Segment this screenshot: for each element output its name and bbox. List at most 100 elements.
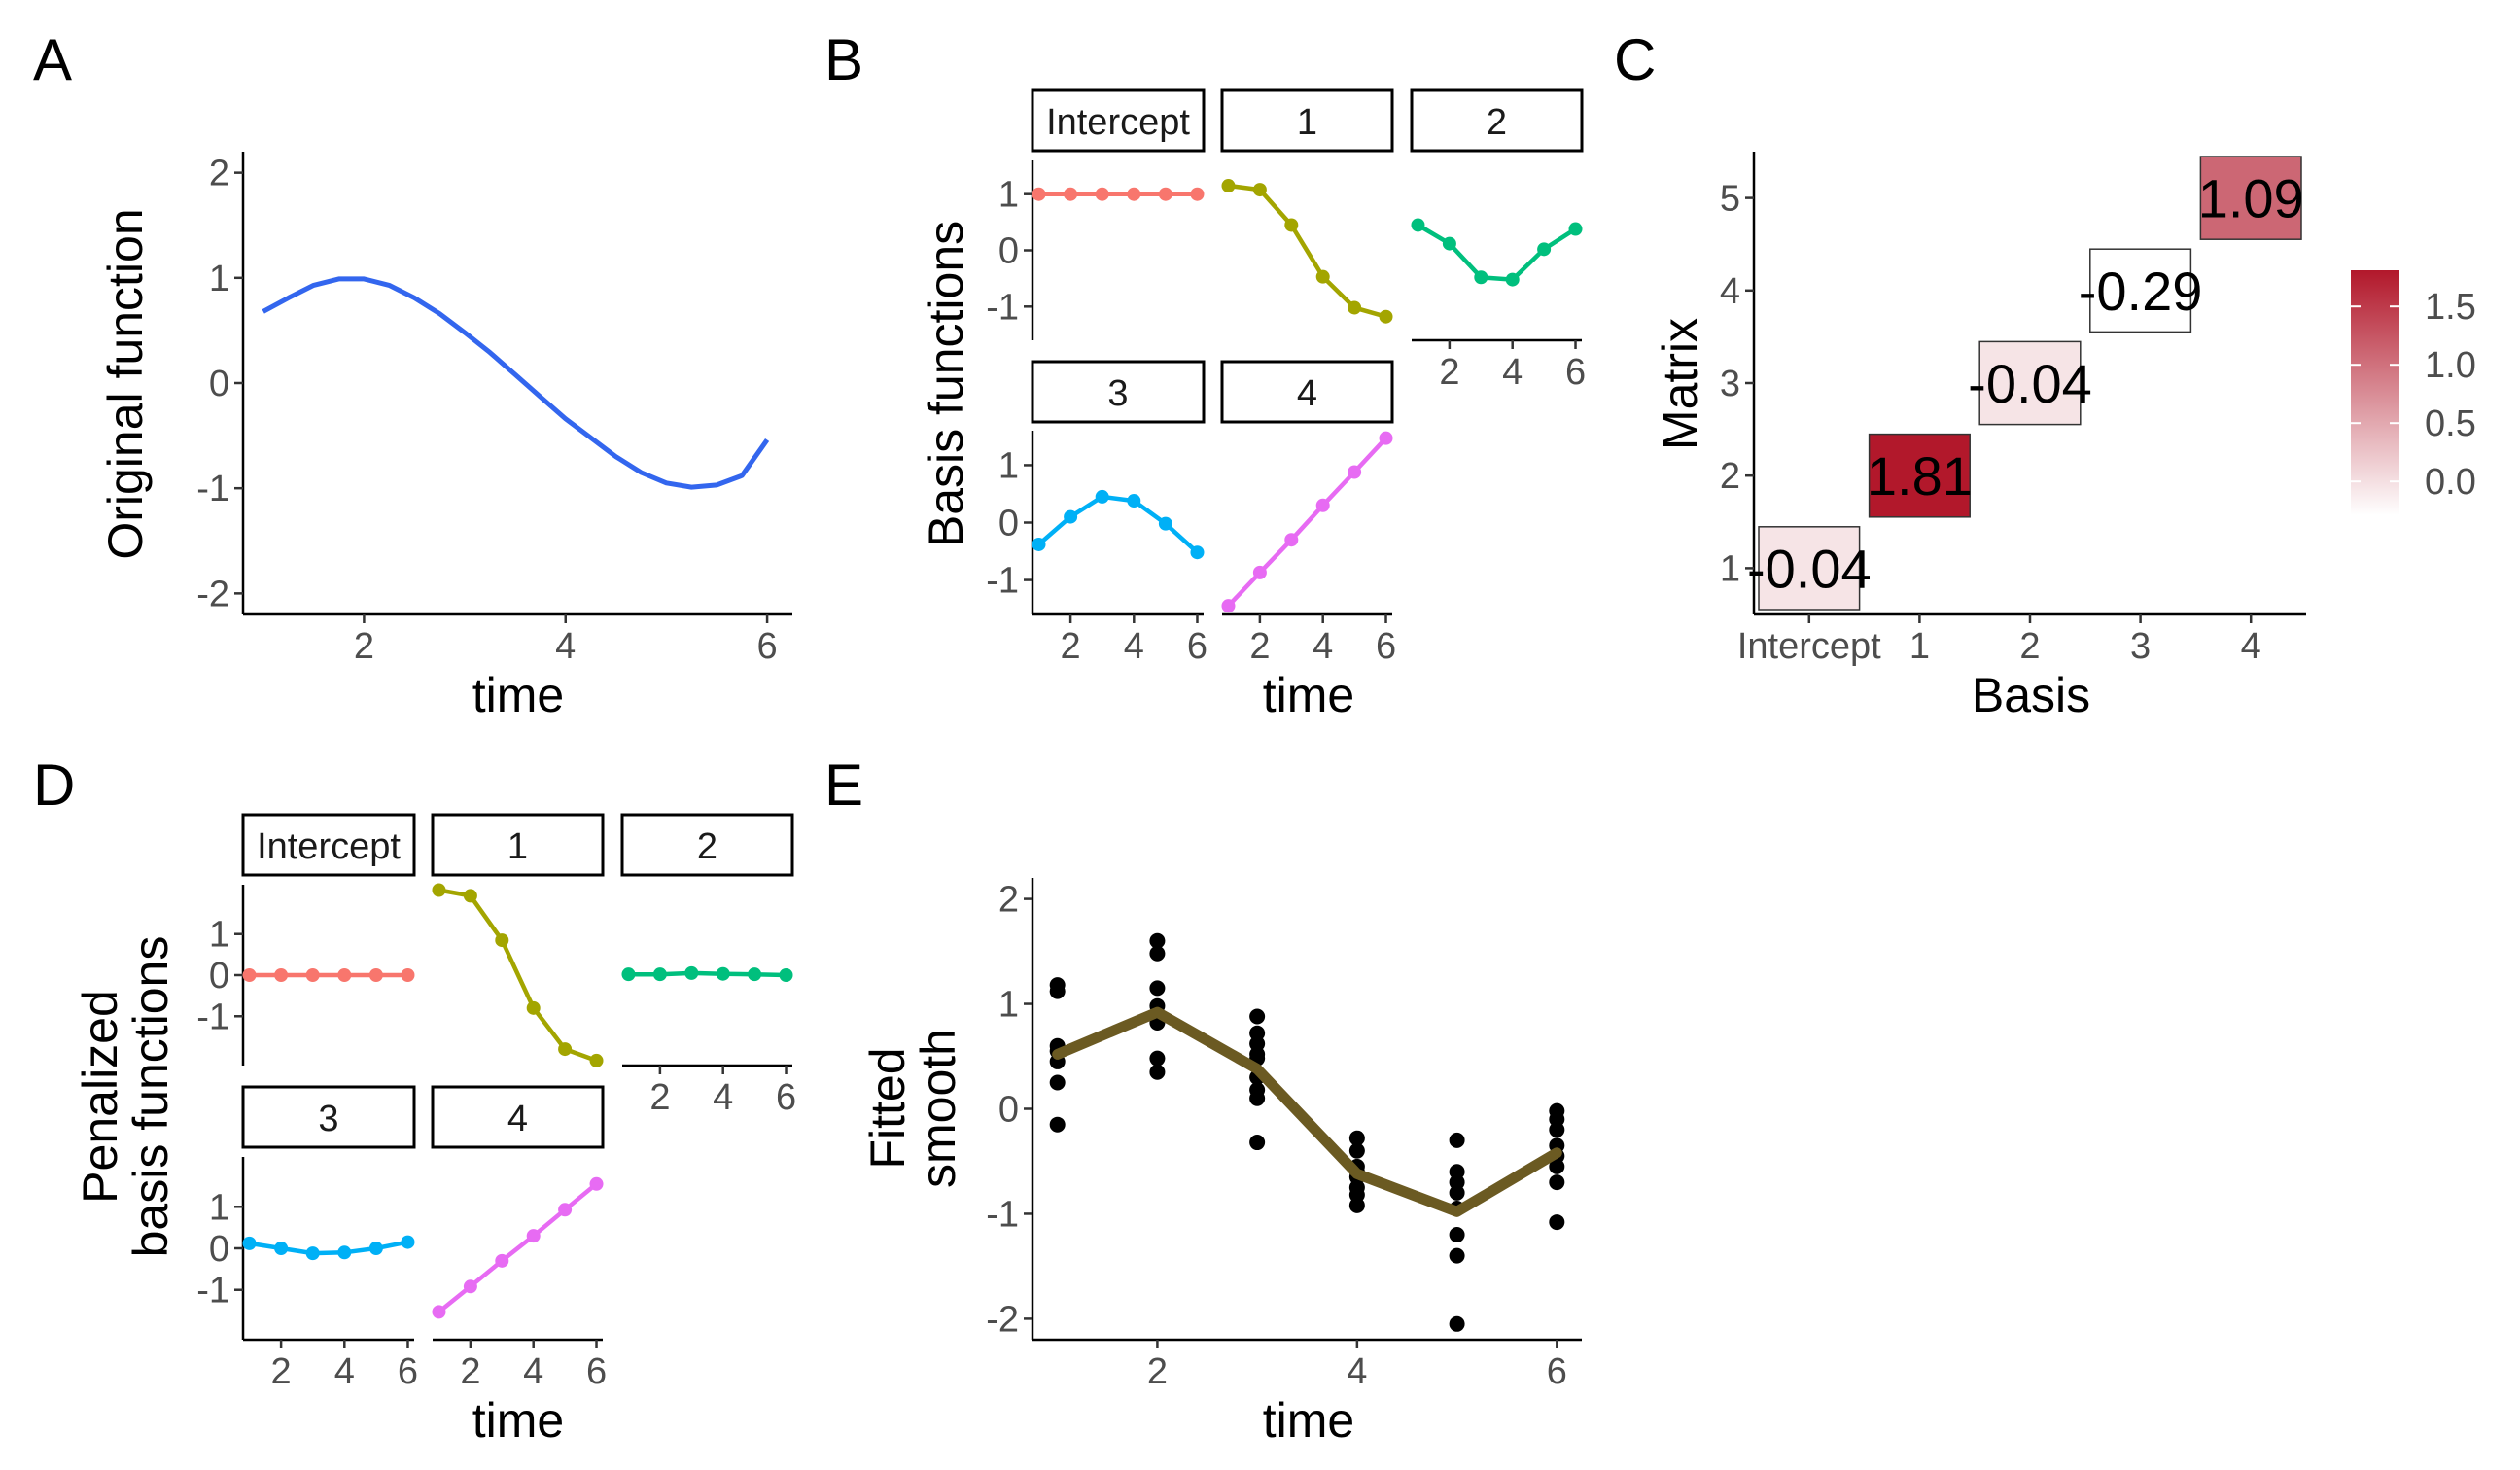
panel-e-y-tick-label: 2 (998, 880, 1019, 921)
panel-e-data-point (1449, 1315, 1465, 1332)
panel-e-data-point (1149, 932, 1166, 949)
panel-b-facet-2-x-tick-label: 2 (1439, 352, 1459, 393)
panel-e-xlabel: time (1263, 1393, 1354, 1448)
panel-d-facet-point (432, 883, 446, 897)
panel-e-fitted-smooth: -2 -1 0 1 2 2 4 6 (986, 878, 1582, 1392)
panel-e-data-point (1149, 945, 1166, 962)
panel-d-facet-point (526, 1229, 541, 1243)
panel-c-cell-label: 1.81 (1867, 445, 1973, 507)
panel-c-y-tick-label: 3 (1720, 364, 1740, 404)
panel-b-facet-point (1537, 242, 1552, 257)
panel-b-facet-point (1158, 187, 1172, 201)
panel-d-facet-4-x-tick-label: 4 (523, 1351, 543, 1392)
panel-b-facet-point (1095, 187, 1109, 201)
panel-c-x-tick-label: 4 (2241, 626, 2261, 667)
panel-d-facet-point (652, 967, 667, 982)
panel-b-facet-point (1127, 187, 1141, 201)
panel-a-xlabel: time (472, 668, 564, 722)
panel-b-facet-3-y-tick-label: -1 (986, 561, 1019, 602)
panel-d-strip-label: Intercept (257, 826, 401, 867)
panel-c-x-tick-label: 2 (2019, 626, 2040, 667)
panel-e-data-point (1049, 1116, 1066, 1133)
panel-b-facet-point (1064, 509, 1078, 524)
panel-d-facet-point (748, 967, 762, 982)
panel-c-cell-label: -0.04 (1747, 538, 1872, 599)
panel-d-facet-point (558, 1042, 573, 1057)
panel-c-y-tick-label: 4 (1720, 271, 1740, 312)
panel-d-facet-point (558, 1203, 573, 1217)
panel-a-y-tick-label: 0 (209, 364, 229, 404)
panel-c-heat-cell (2089, 248, 2192, 333)
panel-d-facet-point (368, 1242, 383, 1255)
panel-b-facet-2: 2 2 4 6 (1410, 88, 1586, 393)
panel-b-facet-point (1095, 489, 1109, 504)
panel-a-ylabel: Original function (98, 208, 153, 559)
panel-d-facet-point (495, 1253, 509, 1268)
panel-d-facet-point (242, 968, 257, 982)
panel-d-facet-point (274, 968, 289, 982)
panel-d-facet-point (337, 1245, 352, 1260)
panel-b-strip-box (1220, 360, 1394, 424)
panel-b-facet-3-y-tick-label: 1 (998, 445, 1019, 486)
panel-b-facet-point (1032, 537, 1046, 551)
panel-d-facet-point (242, 1236, 257, 1250)
panel-b-facet-3-x-tick-label: 6 (1187, 626, 1208, 667)
panel-a-x-tick-label: 6 (757, 626, 778, 667)
panel-b-facet-point (1221, 599, 1236, 613)
panel-b-facet-point (1348, 465, 1362, 479)
panel-c-letter: C (1614, 27, 1656, 92)
panel-d-facet-point (526, 1000, 541, 1015)
panel-d-facet-point (716, 966, 730, 981)
panel-e-y-tick-label: -2 (986, 1299, 1019, 1340)
panel-b-facet-2-x-tick-label: 4 (1502, 352, 1522, 393)
panel-b-facet-point (1252, 183, 1267, 197)
panel-b-strip-label: 1 (1297, 102, 1317, 143)
panel-a-y-tick-label: 2 (209, 154, 229, 194)
panel-d-facet-3: 3 -101 2 4 6 (196, 1085, 418, 1392)
panel-e-ylabel-line2: smooth (911, 1029, 965, 1188)
panel-b-facet-4-x-tick-label: 6 (1376, 626, 1396, 667)
panel-d-strip-label: 4 (508, 1099, 528, 1139)
panel-d-facet-point (621, 967, 636, 982)
panel-c-xlabel: Basis (1972, 668, 2090, 722)
panel-d-facet-point (779, 968, 793, 982)
panel-d-facet-3-y-tick-label: 1 (209, 1187, 229, 1228)
panel-b-facet-point (1190, 187, 1205, 201)
panel-b-facet-point (1442, 236, 1456, 251)
panel-d-strip-label: 3 (318, 1099, 338, 1139)
panel-b-facet-4: 4 2 4 6 (1220, 360, 1396, 667)
panel-c-penalty-heatmap: 1 2 3 4 5 Intercept 1 2 3 4 -0.04 1.81 -0.04 -0.29 1.0… (1720, 152, 2476, 667)
panel-b-facet-point (1348, 300, 1362, 315)
panel-b-ylabel: Basis functions (919, 221, 973, 547)
panel-e-data-point (1449, 1247, 1465, 1264)
panel-e-data-point (1049, 1074, 1066, 1091)
panel-d-facet-3-x-tick-label: 4 (334, 1351, 355, 1392)
panel-b-facet-4-x-tick-label: 2 (1249, 626, 1270, 667)
panel-a-letter: A (33, 27, 72, 92)
panel-c-legend-label: 0.5 (2425, 403, 2476, 444)
panel-d-facet-point (274, 1242, 289, 1255)
panel-d-strip-box (431, 813, 605, 877)
panel-a-original-function: -2 -1 0 1 2 2 4 6 (196, 152, 792, 667)
panel-d-facet-3-y-tick-label: 0 (209, 1229, 229, 1270)
panel-a-y-tick-label: 1 (209, 259, 229, 299)
panel-b-strip-label: 4 (1297, 373, 1317, 414)
panel-b-facet-3-x-tick-label: 4 (1124, 626, 1144, 667)
panel-b-facet-point (1315, 498, 1330, 512)
panel-b-strip-box (1031, 88, 1206, 153)
panel-c-legend-label: 1.5 (2425, 287, 2476, 328)
panel-c-y-tick-label: 2 (1720, 456, 1740, 497)
panel-e-data-point (1249, 1046, 1266, 1063)
panel-b-facet-point (1505, 272, 1520, 287)
panel-e-data-point (1149, 1050, 1166, 1067)
panel-d-strip-box (241, 813, 416, 877)
panel-d-facet-point (401, 968, 415, 982)
panel-b-strip-box (1031, 360, 1206, 424)
panel-d-facet-4-x-tick-label: 6 (586, 1351, 607, 1392)
panel-e-data-point (1249, 1135, 1266, 1151)
panel-b-facet-line (1226, 437, 1388, 608)
panel-e-data-point (1549, 1214, 1565, 1231)
panel-e-data-point (1348, 1130, 1365, 1146)
